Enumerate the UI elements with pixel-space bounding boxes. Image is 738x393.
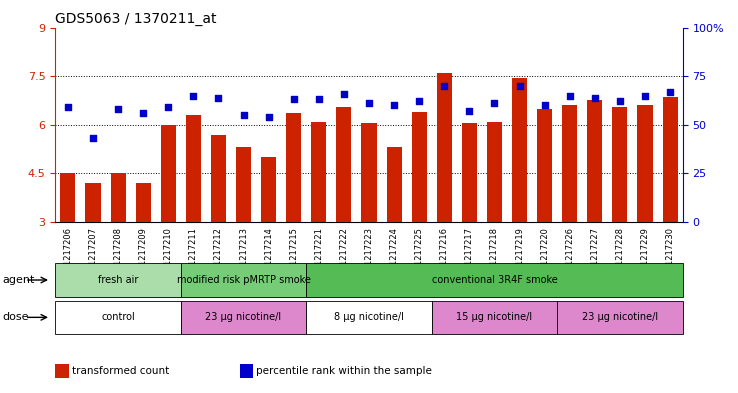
Bar xyxy=(86,183,100,222)
Point xyxy=(313,96,325,103)
Bar xyxy=(557,301,683,334)
Point xyxy=(62,104,74,110)
Text: modified risk pMRTP smoke: modified risk pMRTP smoke xyxy=(176,275,311,285)
Bar xyxy=(236,147,251,222)
Point xyxy=(162,104,174,110)
Text: percentile rank within the sample: percentile rank within the sample xyxy=(256,366,432,376)
Text: fresh air: fresh air xyxy=(98,275,138,285)
Bar xyxy=(562,105,577,222)
Text: 8 μg nicotine/l: 8 μg nicotine/l xyxy=(334,312,404,322)
Point xyxy=(664,88,676,95)
Bar xyxy=(432,301,557,334)
Bar xyxy=(306,263,683,297)
Bar xyxy=(261,157,276,222)
Bar xyxy=(211,134,226,222)
Point xyxy=(338,90,350,97)
Bar xyxy=(437,73,452,222)
Bar xyxy=(337,107,351,222)
Bar xyxy=(537,108,552,222)
Bar xyxy=(55,301,181,334)
Point xyxy=(639,92,651,99)
Bar xyxy=(387,147,401,222)
Text: 23 μg nicotine/l: 23 μg nicotine/l xyxy=(582,312,658,322)
Bar xyxy=(61,173,75,222)
Bar xyxy=(638,105,652,222)
Bar xyxy=(186,115,201,222)
Text: control: control xyxy=(101,312,135,322)
Bar xyxy=(587,101,602,222)
Bar xyxy=(181,263,306,297)
Text: dose: dose xyxy=(2,312,29,322)
Text: GDS5063 / 1370211_at: GDS5063 / 1370211_at xyxy=(55,12,217,26)
Point xyxy=(539,102,551,108)
Point xyxy=(363,100,375,107)
Bar xyxy=(663,97,677,222)
Point xyxy=(87,135,99,141)
Text: agent: agent xyxy=(2,275,35,285)
Point xyxy=(187,92,199,99)
Point xyxy=(112,106,124,112)
Point xyxy=(614,98,626,105)
Point xyxy=(288,96,300,103)
Bar xyxy=(462,123,477,222)
Text: transformed count: transformed count xyxy=(72,366,169,376)
Point xyxy=(438,83,450,89)
Point xyxy=(413,98,425,105)
Point xyxy=(589,94,601,101)
Point xyxy=(238,112,249,118)
Bar xyxy=(111,173,125,222)
Point xyxy=(137,110,149,116)
Bar xyxy=(412,112,427,222)
Bar xyxy=(286,114,301,222)
Bar xyxy=(487,121,502,222)
Bar xyxy=(613,107,627,222)
Point xyxy=(514,83,525,89)
Bar xyxy=(181,301,306,334)
Bar xyxy=(161,125,176,222)
Bar xyxy=(136,183,151,222)
Point xyxy=(213,94,224,101)
Text: conventional 3R4F smoke: conventional 3R4F smoke xyxy=(432,275,557,285)
Bar xyxy=(362,123,376,222)
Bar xyxy=(55,263,181,297)
Bar xyxy=(306,301,432,334)
Bar xyxy=(311,121,326,222)
Bar xyxy=(512,78,527,222)
Point xyxy=(564,92,576,99)
Point xyxy=(263,114,275,120)
Point xyxy=(489,100,500,107)
Point xyxy=(463,108,475,114)
Point xyxy=(388,102,400,108)
Text: 15 μg nicotine/l: 15 μg nicotine/l xyxy=(456,312,533,322)
Text: 23 μg nicotine/l: 23 μg nicotine/l xyxy=(205,312,282,322)
